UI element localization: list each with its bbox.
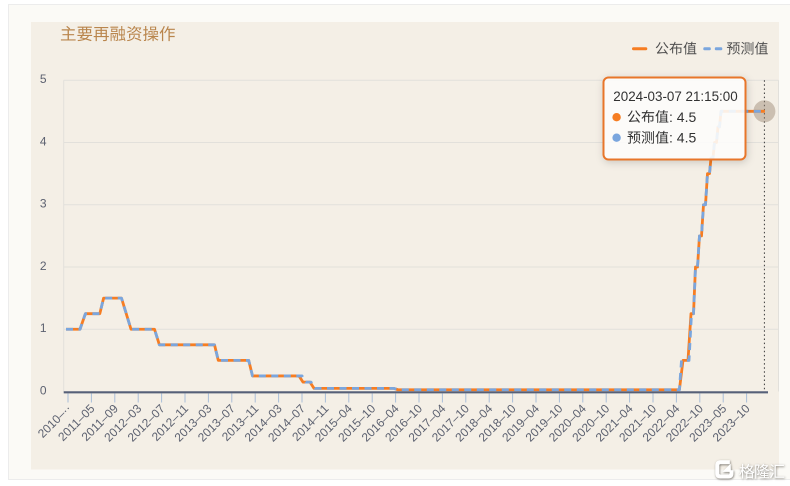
- svg-text:2: 2: [40, 259, 47, 273]
- svg-text:: 4.5: : 4.5: [669, 130, 696, 146]
- svg-text:3: 3: [40, 197, 47, 211]
- svg-text:1: 1: [40, 321, 47, 335]
- svg-text:: 4.5: : 4.5: [669, 109, 696, 125]
- svg-text:0: 0: [40, 383, 47, 397]
- svg-text:5: 5: [40, 72, 47, 86]
- svg-text:4: 4: [40, 134, 47, 148]
- svg-text:2024-03-07 21:15:00: 2024-03-07 21:15:00: [613, 89, 737, 104]
